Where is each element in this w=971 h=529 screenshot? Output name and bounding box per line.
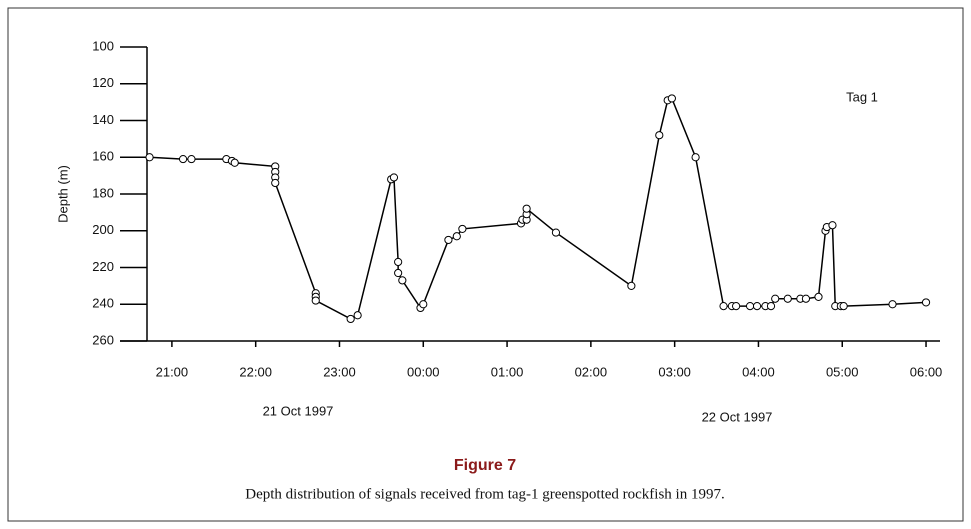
y-tick-label: 260 <box>92 332 114 347</box>
data-point <box>389 173 399 182</box>
data-point <box>719 301 728 311</box>
data-point <box>752 301 762 311</box>
data-point <box>444 235 453 245</box>
data-point <box>271 178 280 188</box>
data-point <box>921 298 931 307</box>
data-point <box>419 300 428 309</box>
y-axis-label: Depth (m) <box>55 165 70 223</box>
data-point <box>458 224 467 234</box>
y-tick-label: 140 <box>92 112 114 127</box>
data-point <box>230 158 239 167</box>
data-point <box>888 300 897 309</box>
x-tick-label: 04:00 <box>742 364 775 379</box>
data-point <box>398 276 407 285</box>
y-tick-label: 180 <box>92 185 114 200</box>
frame <box>7 7 964 522</box>
figure-label: Figure 7 <box>454 457 516 474</box>
series-line <box>149 97 927 320</box>
x-tick-label: 01:00 <box>491 364 524 379</box>
data-point <box>839 301 848 311</box>
data-point <box>745 301 755 311</box>
x-tick-label: 00:00 <box>407 364 440 379</box>
data-point <box>667 94 676 103</box>
data-point <box>522 204 531 213</box>
date-label: 22 Oct 1997 <box>702 409 773 424</box>
data-point <box>394 268 403 278</box>
annotation: Tag 1 <box>846 89 878 104</box>
caption: Depth distribution of signals received f… <box>245 486 724 502</box>
x-tick-label: 23:00 <box>323 364 356 379</box>
data-point <box>691 153 700 162</box>
x-tick-label: 03:00 <box>658 364 691 379</box>
data-point <box>732 301 741 311</box>
data-point <box>627 281 636 290</box>
data-point <box>655 131 664 140</box>
data-point <box>353 311 362 320</box>
data-point <box>551 228 561 237</box>
data-point <box>801 294 811 303</box>
date-label: 21 Oct 1997 <box>263 403 334 418</box>
data-point <box>814 292 823 301</box>
data-point <box>187 154 196 164</box>
data-point <box>145 153 154 162</box>
y-tick-label: 160 <box>92 149 114 164</box>
y-tick-label: 200 <box>92 222 114 237</box>
data-point <box>311 296 320 305</box>
data-point <box>766 301 776 311</box>
data-point <box>346 314 355 324</box>
x-tick-label: 05:00 <box>826 364 859 379</box>
data-point <box>394 257 403 267</box>
data-point <box>828 221 837 230</box>
x-tick-label: 02:00 <box>575 364 608 379</box>
x-tick-label: 06:00 <box>910 364 943 379</box>
y-tick-label: 240 <box>92 296 114 311</box>
data-point <box>178 154 188 164</box>
data-point <box>771 294 780 303</box>
y-tick-label: 100 <box>92 38 114 53</box>
y-tick-label: 120 <box>92 75 114 90</box>
x-tick-label: 22:00 <box>239 364 272 379</box>
data-point <box>783 294 792 303</box>
data-point <box>452 232 461 241</box>
y-tick-label: 220 <box>92 259 114 274</box>
x-tick-label: 21:00 <box>156 364 189 379</box>
